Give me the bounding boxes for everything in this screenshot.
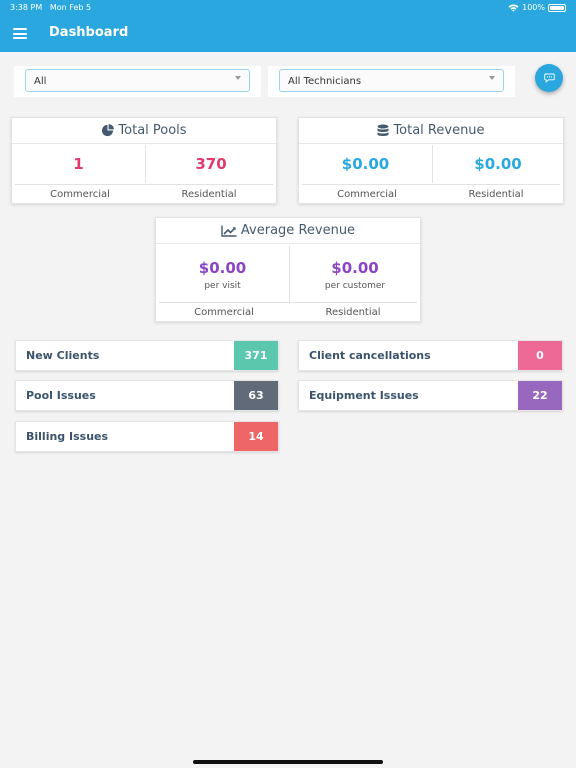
new-clients-item[interactable]: New Clients 371: [15, 340, 279, 371]
chevron-down-icon: [235, 76, 241, 80]
total-revenue-card: Total Revenue $0.00 $0.00 Commercial Res…: [298, 117, 564, 204]
equipment-issues-item[interactable]: Equipment Issues 22: [298, 380, 563, 411]
pool-issues-item[interactable]: Pool Issues 63: [15, 380, 279, 411]
pie-chart-icon: [102, 124, 115, 137]
per-visit-label: per visit: [204, 281, 241, 291]
client-cancellations-count: 0: [518, 341, 562, 370]
database-icon: [377, 124, 389, 136]
per-visit-value: $0.00: [198, 259, 247, 277]
average-revenue-title-text: Average Revenue: [240, 223, 356, 238]
commercial-revenue-value: $0.00: [341, 155, 390, 173]
residential-pools-value: 370: [145, 145, 276, 183]
equipment-issues-count: 22: [518, 381, 562, 410]
total-pools-title-text: Total Pools: [118, 123, 187, 138]
billing-issues-item[interactable]: Billing Issues 14: [15, 421, 279, 452]
per-visit-block: $0.00 per visit: [156, 246, 289, 304]
billing-issues-count: 14: [234, 422, 278, 451]
per-customer-block: $0.00 per customer: [289, 246, 420, 304]
commercial-pools-label: Commercial: [15, 184, 145, 204]
technician-filter-container: All Technicians: [268, 66, 515, 97]
total-pools-title: Total Pools: [12, 118, 276, 144]
type-filter-value: All: [34, 76, 47, 87]
average-residential-label: Residential: [289, 302, 417, 322]
client-cancellations-label: Client cancellations: [309, 349, 431, 362]
commercial-pools-value: 1: [73, 155, 84, 173]
billing-issues-label: Billing Issues: [26, 430, 109, 443]
new-clients-label: New Clients: [26, 349, 100, 362]
status-time: 3:38 PM Mon Feb 5: [10, 3, 92, 12]
new-clients-count: 371: [234, 341, 278, 370]
pool-issues-label: Pool Issues: [26, 389, 96, 402]
battery-icon: [548, 3, 566, 12]
average-revenue-title: Average Revenue: [156, 218, 420, 244]
commercial-revenue-label: Commercial: [302, 184, 432, 204]
per-customer-label: per customer: [324, 281, 386, 291]
pool-issues-count: 63: [234, 381, 278, 410]
status-right: 100%: [508, 3, 566, 12]
line-chart-icon: [221, 225, 237, 237]
hamburger-menu-icon[interactable]: [13, 28, 27, 39]
equipment-issues-label: Equipment Issues: [309, 389, 419, 402]
total-pools-card: Total Pools 1 370 Commercial Residential: [11, 117, 277, 204]
average-revenue-card: Average Revenue $0.00 per visit $0.00 pe…: [155, 217, 421, 322]
battery-percent: 100%: [522, 3, 545, 12]
app-header: 3:38 PM Mon Feb 5 100% Dashboard: [0, 0, 576, 52]
chat-button[interactable]: [535, 64, 563, 92]
total-revenue-title: Total Revenue: [299, 118, 563, 144]
technician-filter-value: All Technicians: [288, 76, 362, 87]
page-title: Dashboard: [49, 25, 129, 40]
average-commercial-label: Commercial: [159, 302, 289, 322]
type-filter-container: All: [14, 66, 261, 97]
chat-icon: [543, 73, 555, 83]
status-bar: 3:38 PM Mon Feb 5 100%: [0, 0, 576, 16]
residential-revenue-label: Residential: [432, 184, 560, 204]
wifi-icon: [508, 3, 519, 12]
type-filter-select[interactable]: All: [25, 69, 250, 92]
chevron-down-icon: [489, 76, 495, 80]
client-cancellations-item[interactable]: Client cancellations 0: [298, 340, 563, 371]
total-revenue-title-text: Total Revenue: [393, 123, 485, 138]
per-customer-value: $0.00: [331, 259, 379, 277]
residential-revenue-value: $0.00: [432, 145, 563, 183]
residential-pools-label: Residential: [145, 184, 273, 204]
technician-filter-select[interactable]: All Technicians: [279, 69, 504, 92]
home-indicator[interactable]: [193, 760, 383, 764]
